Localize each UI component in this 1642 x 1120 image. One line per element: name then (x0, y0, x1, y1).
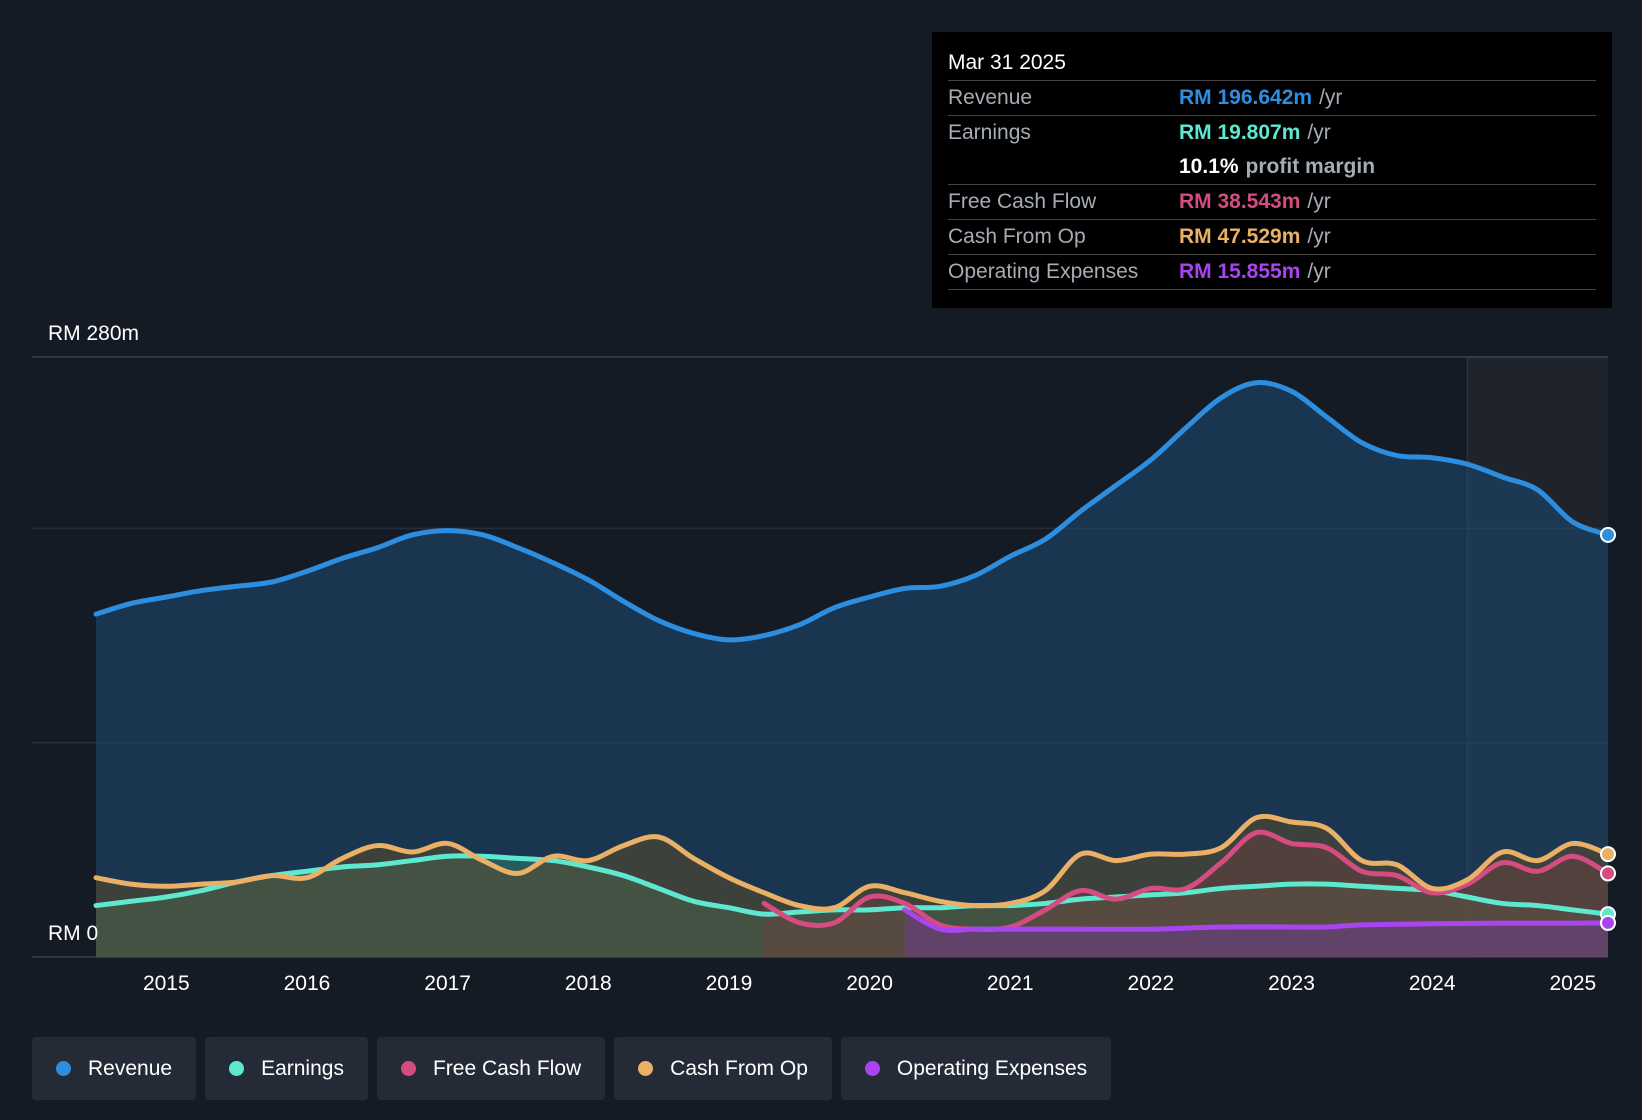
tooltip-label: Revenue (948, 86, 1033, 109)
x-tick-label: 2022 (1128, 972, 1175, 995)
legend-label: Cash From Op (670, 1056, 808, 1080)
legend-item-revenue[interactable]: Revenue (32, 1037, 197, 1100)
end-dot-layer (1600, 526, 1616, 931)
legend-item-free-cash-flow[interactable]: Free Cash Flow (376, 1037, 606, 1100)
x-tick-label: 2024 (1409, 972, 1456, 995)
y-axis-zero-label: RM 0 (48, 922, 98, 945)
operating-expenses-dot-icon (864, 1061, 880, 1076)
legend-label: Free Cash Flow (432, 1056, 582, 1080)
earnings-dot-icon (229, 1061, 245, 1076)
operating-expenses-area (904, 909, 1608, 957)
tooltip-unit: /yr (1307, 260, 1331, 283)
operating-expenses-line (902, 907, 1611, 934)
x-tick-label: 2019 (706, 972, 753, 995)
revenue-line (93, 380, 1611, 643)
tooltip-unit: profit margin (1245, 155, 1376, 178)
x-tick-layer: 2015 2016 2017 2018 2019 2020 2021 2022 2023 2024… (143, 972, 1596, 995)
tooltip-unit: /yr (1307, 190, 1331, 213)
x-tick-label: 2021 (987, 972, 1034, 995)
tooltip-unit: /yr (1307, 121, 1331, 144)
free-cash-flow-dot-icon (400, 1061, 416, 1076)
tooltip-value: RM 15.855m (1179, 260, 1301, 283)
x-tick-label: 2016 (284, 972, 331, 995)
tooltip-row-profit-margin: 10.1% profit margin (948, 150, 1596, 185)
tooltip-value: RM 19.807m (1179, 121, 1301, 144)
free-cash-flow-end-dot (1600, 865, 1616, 882)
legend-label: Operating Expenses (896, 1056, 1088, 1080)
tooltip-label: Operating Expenses (948, 260, 1139, 283)
x-tick-label: 2020 (846, 972, 893, 995)
tooltip-row-operating-expenses: Operating Expenses RM 15.855m /yr (948, 255, 1596, 290)
tooltip-label: Free Cash Flow (948, 190, 1097, 213)
tooltip-label (948, 150, 1179, 184)
cash-from-op-line (93, 813, 1611, 912)
tooltip-row-revenue: Revenue RM 196.642m /yr (948, 81, 1596, 116)
operating-expenses-end-dot (1600, 914, 1616, 931)
cash-from-op-end-dot (1600, 846, 1616, 863)
revenue-area (96, 382, 1608, 957)
tooltip-value: RM 47.529m (1179, 225, 1301, 248)
legend-item-earnings[interactable]: Earnings (205, 1037, 368, 1100)
tooltip-value: RM 38.543m (1179, 190, 1301, 213)
tooltip-label: Cash From Op (948, 225, 1086, 248)
line-layer (93, 380, 1611, 934)
x-tick-label: 2015 (143, 972, 190, 995)
x-tick-label: 2017 (424, 972, 471, 995)
legend-label: Revenue (88, 1056, 173, 1080)
tooltip-value: RM 196.642m (1179, 86, 1313, 109)
tooltip-row-free-cash-flow: Free Cash Flow RM 38.543m /yr (948, 185, 1596, 220)
legend-item-cash-from-op[interactable]: Cash From Op (614, 1037, 832, 1100)
tooltip-unit: /yr (1307, 225, 1331, 248)
tooltip-row-earnings: Earnings RM 19.807m /yr (948, 116, 1596, 150)
revenue-dot-icon (56, 1061, 71, 1076)
tooltip-unit: /yr (1319, 86, 1343, 109)
x-tick-label: 2023 (1268, 972, 1315, 995)
y-axis-top-label: RM 280m (48, 322, 139, 345)
revenue-end-dot (1600, 526, 1616, 543)
legend-label: Earnings (261, 1056, 344, 1080)
tooltip-row-cash-from-op: Cash From Op RM 47.529m /yr (948, 220, 1596, 255)
tooltip-label: Earnings (948, 121, 1031, 144)
x-tick-label: 2025 (1549, 972, 1596, 995)
legend: Revenue Earnings Free Cash Flow Cash Fro… (32, 1037, 1112, 1100)
tooltip-value: 10.1% (1179, 155, 1239, 178)
legend-item-operating-expenses[interactable]: Operating Expenses (840, 1037, 1112, 1100)
tooltip-date: Mar 31 2025 (948, 46, 1596, 81)
free-cash-flow-line (761, 829, 1611, 932)
cash-from-op-dot-icon (638, 1061, 654, 1076)
x-tick-label: 2018 (565, 972, 612, 995)
tooltip-panel: Mar 31 2025 Revenue RM 196.642m /yr Earn… (932, 32, 1612, 308)
